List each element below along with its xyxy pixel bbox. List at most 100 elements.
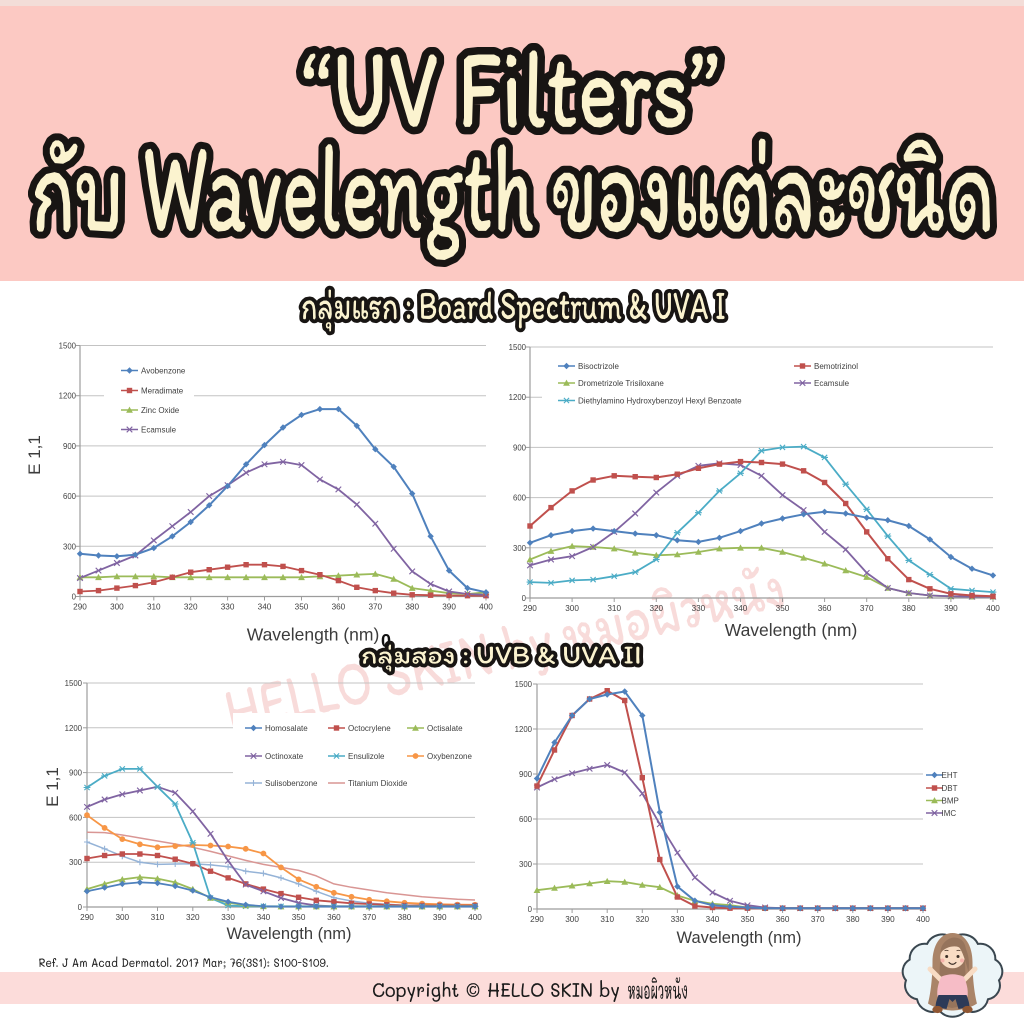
svg-text:IMC: IMC [942,809,957,818]
svg-text:Wavelength (nm): Wavelength (nm) [247,625,380,645]
svg-text:370: 370 [811,915,825,924]
svg-text:Ensulizole: Ensulizole [348,752,385,761]
svg-text:1200: 1200 [59,392,77,401]
svg-text:1500: 1500 [515,680,533,689]
svg-text:320: 320 [635,915,649,924]
svg-text:350: 350 [292,913,306,922]
svg-text:370: 370 [860,604,874,613]
svg-text:380: 380 [405,603,419,612]
svg-text:Octinoxate: Octinoxate [265,752,304,761]
svg-text:290: 290 [80,913,94,922]
svg-text:350: 350 [776,604,790,613]
svg-text:310: 310 [607,604,621,613]
svg-text:600: 600 [513,494,527,503]
svg-text:330: 330 [671,915,685,924]
svg-text:370: 370 [368,603,382,612]
svg-text:EHT: EHT [942,771,958,780]
svg-text:300: 300 [115,913,129,922]
svg-text:390: 390 [442,603,456,612]
svg-text:310: 310 [151,913,165,922]
svg-text:Sulisobenzone: Sulisobenzone [265,779,318,788]
svg-text:Octocrylene: Octocrylene [348,724,391,733]
svg-text:Homosalate: Homosalate [265,724,308,733]
svg-text:0: 0 [72,593,77,602]
svg-text:900: 900 [69,769,83,778]
svg-text:330: 330 [221,603,235,612]
svg-text:300: 300 [565,915,579,924]
svg-text:600: 600 [519,815,533,824]
svg-text:600: 600 [63,492,77,501]
svg-text:600: 600 [69,813,83,822]
svg-text:400: 400 [916,915,930,924]
svg-text:290: 290 [530,915,544,924]
svg-text:380: 380 [398,913,412,922]
svg-text:300: 300 [565,604,579,613]
svg-text:Ecamsule: Ecamsule [814,379,850,388]
svg-text:Ecamsule: Ecamsule [141,426,177,435]
svg-text:Bisoctrizole: Bisoctrizole [578,362,619,371]
svg-text:370: 370 [362,913,376,922]
svg-text:Avobenzone: Avobenzone [141,367,186,376]
svg-text:380: 380 [846,915,860,924]
svg-text:Octisalate: Octisalate [427,724,463,733]
svg-text:320: 320 [649,604,663,613]
svg-text:1500: 1500 [509,343,527,352]
svg-text:0: 0 [78,903,83,912]
svg-text:0: 0 [522,594,527,603]
svg-text:300: 300 [110,603,124,612]
svg-text:400: 400 [468,913,482,922]
svg-text:340: 340 [706,915,720,924]
svg-text:900: 900 [513,443,527,452]
svg-text:340: 340 [257,913,271,922]
svg-text:Diethylamino Hydroxybenzoyl He: Diethylamino Hydroxybenzoyl Hexyl Benzoa… [578,397,742,406]
svg-text:Bemotrizinol: Bemotrizinol [814,362,858,371]
svg-text:0: 0 [528,905,533,914]
svg-text:360: 360 [332,603,346,612]
svg-text:Wavelength (nm): Wavelength (nm) [226,925,351,943]
svg-text:390: 390 [944,604,958,613]
svg-text:E 1,1: E 1,1 [25,435,44,475]
svg-text:300: 300 [513,544,527,553]
svg-text:400: 400 [479,603,493,612]
svg-text:Wavelength (nm): Wavelength (nm) [725,620,858,640]
svg-text:300: 300 [69,858,83,867]
svg-text:1200: 1200 [515,725,533,734]
svg-text:310: 310 [600,915,614,924]
svg-text:340: 340 [258,603,272,612]
svg-text:330: 330 [692,604,706,613]
svg-text:Zinc Oxide: Zinc Oxide [141,406,180,415]
svg-text:320: 320 [186,913,200,922]
svg-text:Titanium Dioxide: Titanium Dioxide [348,779,408,788]
svg-text:390: 390 [881,915,895,924]
svg-text:Oxybenzone: Oxybenzone [427,752,472,761]
svg-text:Drometrizole Trisiloxane: Drometrizole Trisiloxane [578,379,664,388]
svg-text:360: 360 [776,915,790,924]
svg-text:320: 320 [184,603,198,612]
svg-text:360: 360 [327,913,341,922]
svg-text:1500: 1500 [65,679,83,688]
svg-text:300: 300 [519,860,533,869]
svg-text:360: 360 [818,604,832,613]
svg-text:330: 330 [221,913,235,922]
svg-text:1200: 1200 [509,393,527,402]
svg-text:Wavelength (nm): Wavelength (nm) [676,929,801,947]
svg-text:DBT: DBT [942,784,958,793]
svg-text:290: 290 [73,603,87,612]
svg-text:340: 340 [734,604,748,613]
svg-text:290: 290 [523,604,537,613]
svg-text:900: 900 [519,770,533,779]
svg-text:E 1,1: E 1,1 [43,767,62,807]
svg-text:390: 390 [433,913,447,922]
svg-text:1500: 1500 [59,342,77,351]
svg-text:1200: 1200 [65,724,83,733]
svg-text:350: 350 [295,603,309,612]
svg-text:Meradimate: Meradimate [141,387,184,396]
svg-text:BMP: BMP [942,797,959,806]
svg-text:310: 310 [147,603,161,612]
svg-text:400: 400 [986,604,1000,613]
svg-text:0: 0 [381,631,391,651]
svg-text:380: 380 [902,604,916,613]
svg-text:350: 350 [741,915,755,924]
svg-text:300: 300 [63,542,77,551]
svg-text:900: 900 [63,442,77,451]
